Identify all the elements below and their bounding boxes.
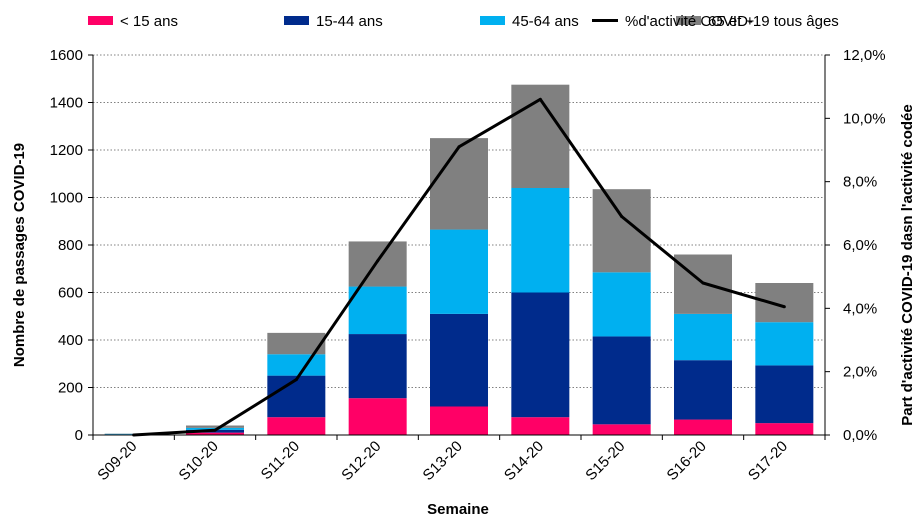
y-tick-label: 1200 (50, 142, 83, 159)
y-tick-label: 800 (58, 237, 83, 254)
x-tick-label: S09-20 (94, 438, 140, 484)
bar-segment (186, 425, 244, 428)
legend-swatch (88, 16, 113, 25)
x-tick-label: S12-20 (338, 438, 384, 484)
legend-label: 65 et + (708, 13, 755, 30)
x-axis-label: Semaine (427, 501, 489, 518)
bar-segment (348, 334, 407, 399)
y2-tick-label: 2,0% (843, 364, 877, 381)
legend: < 15 ans 15-44 ans 45-64 ans 65 et +%d'acti… (88, 13, 839, 30)
legend-swatch (676, 16, 701, 25)
legend-label: < 15 ans (120, 13, 178, 30)
x-tick-label: S11-20 (258, 438, 303, 483)
y2-tick-label: 8,0% (843, 174, 877, 191)
legend-swatch (284, 16, 309, 25)
line-layer (132, 97, 786, 437)
legend-label: %d'activité COVID-19 tous âges (625, 13, 839, 30)
bar-segment (267, 417, 326, 435)
y2-tick-label: 4,0% (843, 300, 877, 317)
bar-segment (755, 365, 814, 424)
bar-segment (592, 336, 651, 425)
y-tick-label: 1400 (50, 95, 83, 112)
bar-segment (430, 138, 488, 230)
y-tick-label: 0 (75, 427, 83, 444)
bar-segment (511, 292, 570, 418)
bar-segment (511, 417, 570, 435)
line-point (376, 259, 380, 263)
y-tick-label: 200 (58, 380, 83, 397)
bar-segment (511, 188, 570, 293)
bar-segment (755, 423, 814, 435)
bar-segment (267, 332, 326, 355)
bars (104, 84, 814, 435)
bar-segment (592, 272, 651, 337)
y-axis-label: Nombre de passages COVID-19 (11, 143, 28, 367)
bar-segment (348, 398, 407, 435)
line-point (620, 215, 624, 218)
x-tick-label: S10-20 (176, 438, 222, 484)
line-point (701, 281, 705, 285)
y-tick-label: 1000 (50, 190, 83, 207)
line-point (538, 97, 542, 101)
line-point (213, 428, 217, 432)
bar-segment (592, 189, 651, 273)
line-point (294, 378, 298, 382)
y2-axis-label: Part d'activité COVID-19 dasn l'activité… (899, 104, 916, 425)
bar-segment (430, 406, 488, 435)
y-tick-label: 600 (58, 285, 83, 302)
line-point (782, 305, 786, 309)
legend-label: 45-64 ans (512, 13, 579, 30)
x-tick-label: S16-20 (664, 438, 710, 484)
bar-segment (674, 419, 732, 435)
bar-segment (267, 375, 326, 418)
bar-segment (755, 322, 814, 366)
y2-tick-label: 6,0% (843, 237, 877, 254)
bar-segment (430, 229, 488, 314)
legend-label: 15-44 ans (316, 13, 383, 30)
line-point (457, 145, 461, 149)
bar-segment (430, 313, 488, 407)
bar-segment (674, 313, 732, 361)
bar-segment (348, 286, 407, 335)
bar-segment (186, 432, 244, 435)
x-tick-label: S13-20 (420, 438, 466, 484)
bar-segment (674, 360, 732, 420)
legend-swatch (480, 16, 505, 25)
y-tick-label: 400 (58, 332, 83, 349)
bar-segment (755, 283, 814, 323)
bar-segment (267, 354, 326, 376)
bar-segment (348, 241, 407, 287)
x-tick-label: S14-20 (501, 438, 547, 484)
y2-tick-label: 0,0% (843, 427, 877, 444)
bar-segment (592, 424, 651, 435)
y-tick-label: 1600 (50, 47, 83, 64)
x-tick-label: S15-20 (582, 438, 628, 484)
y2-tick-label: 10,0% (843, 110, 886, 127)
y2-tick-label: 12,0% (843, 47, 886, 64)
x-tick-label: S17-20 (745, 438, 791, 484)
